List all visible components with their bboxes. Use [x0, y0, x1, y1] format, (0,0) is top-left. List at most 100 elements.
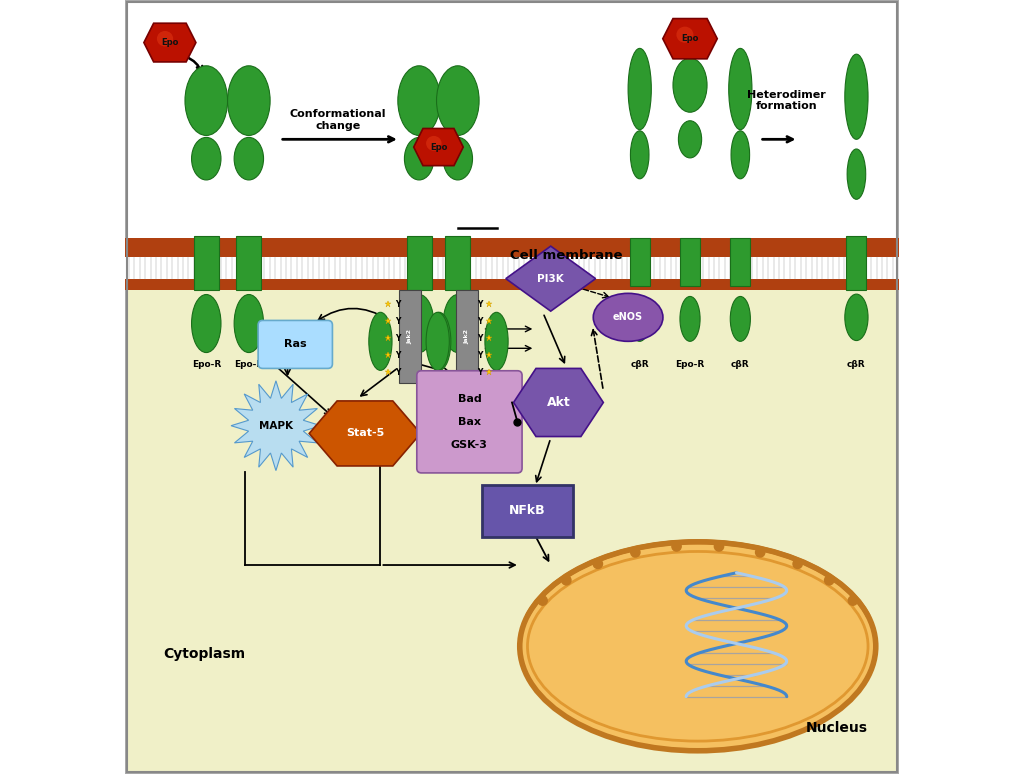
Circle shape	[746, 282, 750, 286]
Circle shape	[243, 240, 246, 243]
Circle shape	[237, 240, 241, 243]
Circle shape	[345, 240, 349, 243]
Circle shape	[416, 282, 420, 286]
Circle shape	[454, 240, 458, 243]
Circle shape	[253, 240, 257, 243]
Circle shape	[714, 240, 718, 243]
Circle shape	[735, 240, 739, 243]
Circle shape	[594, 240, 598, 243]
Circle shape	[188, 240, 191, 243]
Circle shape	[610, 282, 614, 286]
Circle shape	[291, 240, 295, 243]
Circle shape	[584, 282, 588, 286]
Circle shape	[475, 240, 479, 243]
Circle shape	[394, 240, 398, 243]
Ellipse shape	[234, 295, 263, 353]
Circle shape	[340, 282, 344, 286]
Circle shape	[697, 282, 701, 286]
Circle shape	[442, 240, 446, 243]
Circle shape	[449, 240, 452, 243]
Circle shape	[562, 282, 566, 286]
Circle shape	[151, 240, 154, 243]
Text: Cytoplasm: Cytoplasm	[164, 647, 246, 661]
Circle shape	[437, 282, 441, 286]
Circle shape	[437, 240, 441, 243]
Circle shape	[541, 282, 544, 286]
Ellipse shape	[234, 138, 263, 180]
Text: Epo: Epo	[430, 142, 447, 152]
Circle shape	[702, 240, 707, 243]
Circle shape	[795, 282, 799, 286]
Circle shape	[648, 240, 652, 243]
Circle shape	[877, 240, 880, 243]
Circle shape	[172, 282, 176, 286]
Circle shape	[404, 282, 409, 286]
Text: Bax: Bax	[458, 417, 481, 426]
Circle shape	[475, 282, 479, 286]
Circle shape	[167, 282, 170, 286]
Circle shape	[167, 240, 170, 243]
Circle shape	[795, 240, 799, 243]
Circle shape	[220, 240, 224, 243]
Circle shape	[844, 282, 848, 286]
Circle shape	[584, 240, 588, 243]
Ellipse shape	[845, 294, 868, 341]
Circle shape	[546, 282, 550, 286]
Ellipse shape	[443, 138, 472, 180]
Circle shape	[638, 282, 642, 286]
Circle shape	[356, 282, 359, 286]
Circle shape	[454, 282, 458, 286]
Circle shape	[231, 282, 236, 286]
Text: NFkB: NFkB	[509, 505, 546, 517]
Circle shape	[205, 282, 208, 286]
Circle shape	[226, 282, 229, 286]
Circle shape	[324, 240, 328, 243]
Circle shape	[497, 282, 501, 286]
Circle shape	[567, 282, 571, 286]
Circle shape	[740, 240, 744, 243]
Circle shape	[470, 240, 474, 243]
Circle shape	[177, 240, 181, 243]
Circle shape	[877, 282, 880, 286]
Circle shape	[205, 240, 208, 243]
Circle shape	[432, 240, 436, 243]
Circle shape	[442, 282, 446, 286]
Polygon shape	[309, 401, 421, 466]
Circle shape	[870, 282, 874, 286]
Circle shape	[681, 282, 685, 286]
Circle shape	[286, 240, 290, 243]
FancyBboxPatch shape	[125, 0, 899, 286]
Circle shape	[811, 282, 815, 286]
Circle shape	[291, 282, 295, 286]
Circle shape	[893, 282, 896, 286]
FancyBboxPatch shape	[258, 320, 333, 368]
Circle shape	[411, 240, 414, 243]
Text: eNOS: eNOS	[613, 313, 643, 322]
Circle shape	[281, 240, 284, 243]
Circle shape	[746, 240, 750, 243]
Circle shape	[258, 240, 262, 243]
Circle shape	[465, 240, 468, 243]
Text: Bad: Bad	[458, 394, 481, 403]
Circle shape	[215, 282, 219, 286]
Ellipse shape	[845, 54, 868, 139]
Circle shape	[426, 282, 430, 286]
Circle shape	[144, 282, 148, 286]
Circle shape	[643, 240, 647, 243]
Circle shape	[692, 240, 696, 243]
Circle shape	[610, 240, 614, 243]
Circle shape	[335, 282, 338, 286]
Circle shape	[307, 240, 311, 243]
Circle shape	[182, 282, 186, 286]
Circle shape	[345, 282, 349, 286]
Ellipse shape	[628, 48, 651, 129]
Circle shape	[367, 240, 371, 243]
Circle shape	[822, 240, 826, 243]
Circle shape	[811, 240, 815, 243]
Circle shape	[763, 240, 766, 243]
Circle shape	[735, 282, 739, 286]
Circle shape	[399, 240, 403, 243]
Circle shape	[839, 240, 842, 243]
Circle shape	[676, 282, 680, 286]
Circle shape	[416, 240, 420, 243]
